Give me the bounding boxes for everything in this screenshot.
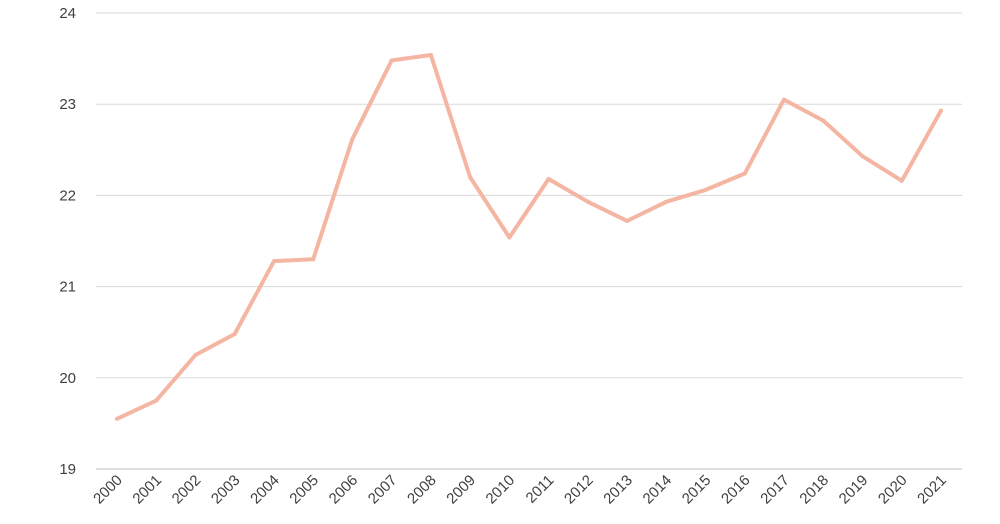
data-point-2002	[193, 353, 198, 357]
data-point-2015	[703, 187, 708, 192]
data-point-2012	[585, 199, 590, 204]
data-point-2016	[742, 171, 747, 176]
y-tick-label-21: 21	[59, 279, 76, 296]
data-point-2001	[154, 398, 159, 403]
data-point-2021	[939, 108, 943, 113]
x-tick-label-2021: 2021	[914, 472, 950, 508]
y-axis-tick-labels: 19 20 21 22 23 24	[59, 5, 76, 478]
x-tick-label-2006: 2006	[326, 472, 362, 508]
x-tick-label-2011: 2011	[523, 472, 558, 507]
data-point-2005	[311, 257, 316, 262]
series-line-0	[115, 53, 943, 421]
x-tick-label-2005: 2005	[286, 472, 322, 508]
x-tick-label-2013: 2013	[600, 472, 636, 508]
x-tick-label-2017: 2017	[757, 472, 793, 508]
x-tick-label-2001: 2001	[129, 472, 165, 508]
x-tick-label-2000: 2000	[90, 472, 126, 508]
data-point-2010	[507, 235, 512, 240]
data-point-2018	[821, 118, 826, 123]
x-tick-label-2014: 2014	[640, 472, 676, 508]
gridlines	[96, 12, 962, 470]
data-point-2000	[115, 416, 119, 421]
y-tick-label-20: 20	[59, 370, 76, 387]
y-tick-label-22: 22	[59, 187, 76, 204]
x-tick-label-2018: 2018	[796, 472, 832, 508]
y-tick-label-24: 24	[59, 5, 76, 22]
data-point-2007	[389, 58, 394, 63]
data-point-2008	[428, 52, 433, 57]
x-tick-label-2010: 2010	[483, 472, 519, 508]
x-tick-label-2015: 2015	[679, 472, 715, 508]
x-tick-label-2019: 2019	[836, 472, 872, 508]
data-point-2017	[782, 97, 787, 102]
data-point-2014	[664, 199, 669, 204]
x-tick-label-2016: 2016	[718, 472, 754, 508]
data-point-2009	[468, 175, 473, 180]
x-tick-label-2004: 2004	[247, 472, 283, 508]
x-tick-label-2012: 2012	[561, 472, 597, 508]
data-point-2019	[860, 154, 865, 159]
x-tick-label-2008: 2008	[404, 472, 440, 508]
data-point-2013	[625, 218, 630, 223]
series-group	[115, 52, 943, 421]
x-tick-label-2009: 2009	[443, 472, 479, 508]
x-axis-tick-labels: 2000 2001 2002 2003 2004 2005 2006 2007 2008 2009…	[90, 472, 950, 508]
data-point-2004	[271, 259, 276, 264]
x-tick-label-2003: 2003	[208, 472, 244, 508]
data-point-2006	[350, 136, 355, 141]
data-point-2020	[899, 178, 904, 183]
y-tick-label-23: 23	[59, 96, 76, 113]
x-tick-label-2002: 2002	[169, 472, 205, 508]
x-tick-label-2007: 2007	[365, 472, 401, 508]
data-point-2011	[546, 176, 551, 181]
x-tick-label-2020: 2020	[875, 472, 911, 508]
data-point-2003	[232, 332, 237, 337]
y-tick-label-19: 19	[59, 461, 76, 478]
